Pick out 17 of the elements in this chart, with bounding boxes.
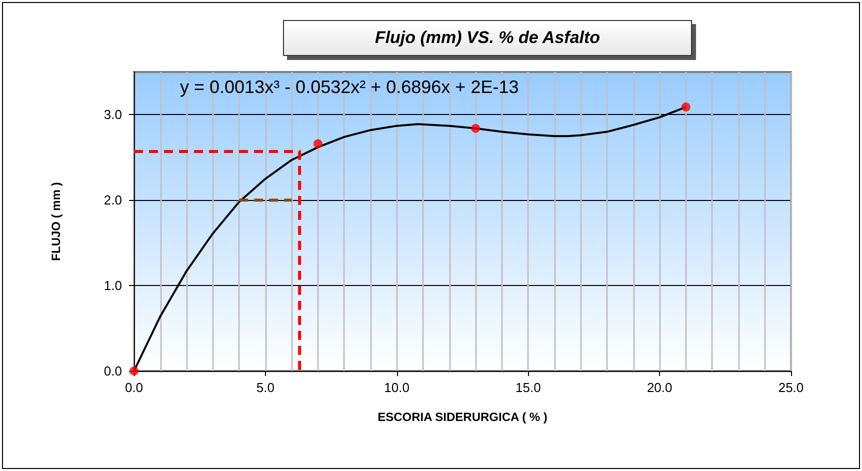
y-tick-label: 1.0 bbox=[104, 278, 122, 294]
x-tick-label: 15.0 bbox=[516, 380, 541, 395]
point bbox=[313, 139, 322, 148]
y-tick-label: 2.0 bbox=[104, 192, 122, 208]
x-tick-label: 5.0 bbox=[256, 380, 274, 395]
point bbox=[471, 124, 480, 133]
annotation: y = 0.0013x³ - 0.0532x² + 0.6896x + 2E-13 bbox=[180, 77, 519, 97]
x-tick-label: 0.0 bbox=[124, 380, 144, 395]
x-tick-label: 25.0 bbox=[778, 380, 804, 395]
y-tick-label: 0.0 bbox=[104, 364, 122, 378]
y-tick-label: 3.0 bbox=[104, 107, 122, 122]
point bbox=[681, 102, 690, 112]
x-axis-title: ESCORIA SIDERURGICA ( % ) bbox=[378, 410, 548, 424]
chart-title: Flujo (mm) VS. % de Asfalto bbox=[283, 20, 692, 56]
x-tick-label: 10.0 bbox=[384, 380, 410, 395]
y-axis-title: FLUJO ( mm ) bbox=[49, 182, 63, 261]
x-tick-label: 20.0 bbox=[646, 380, 672, 395]
